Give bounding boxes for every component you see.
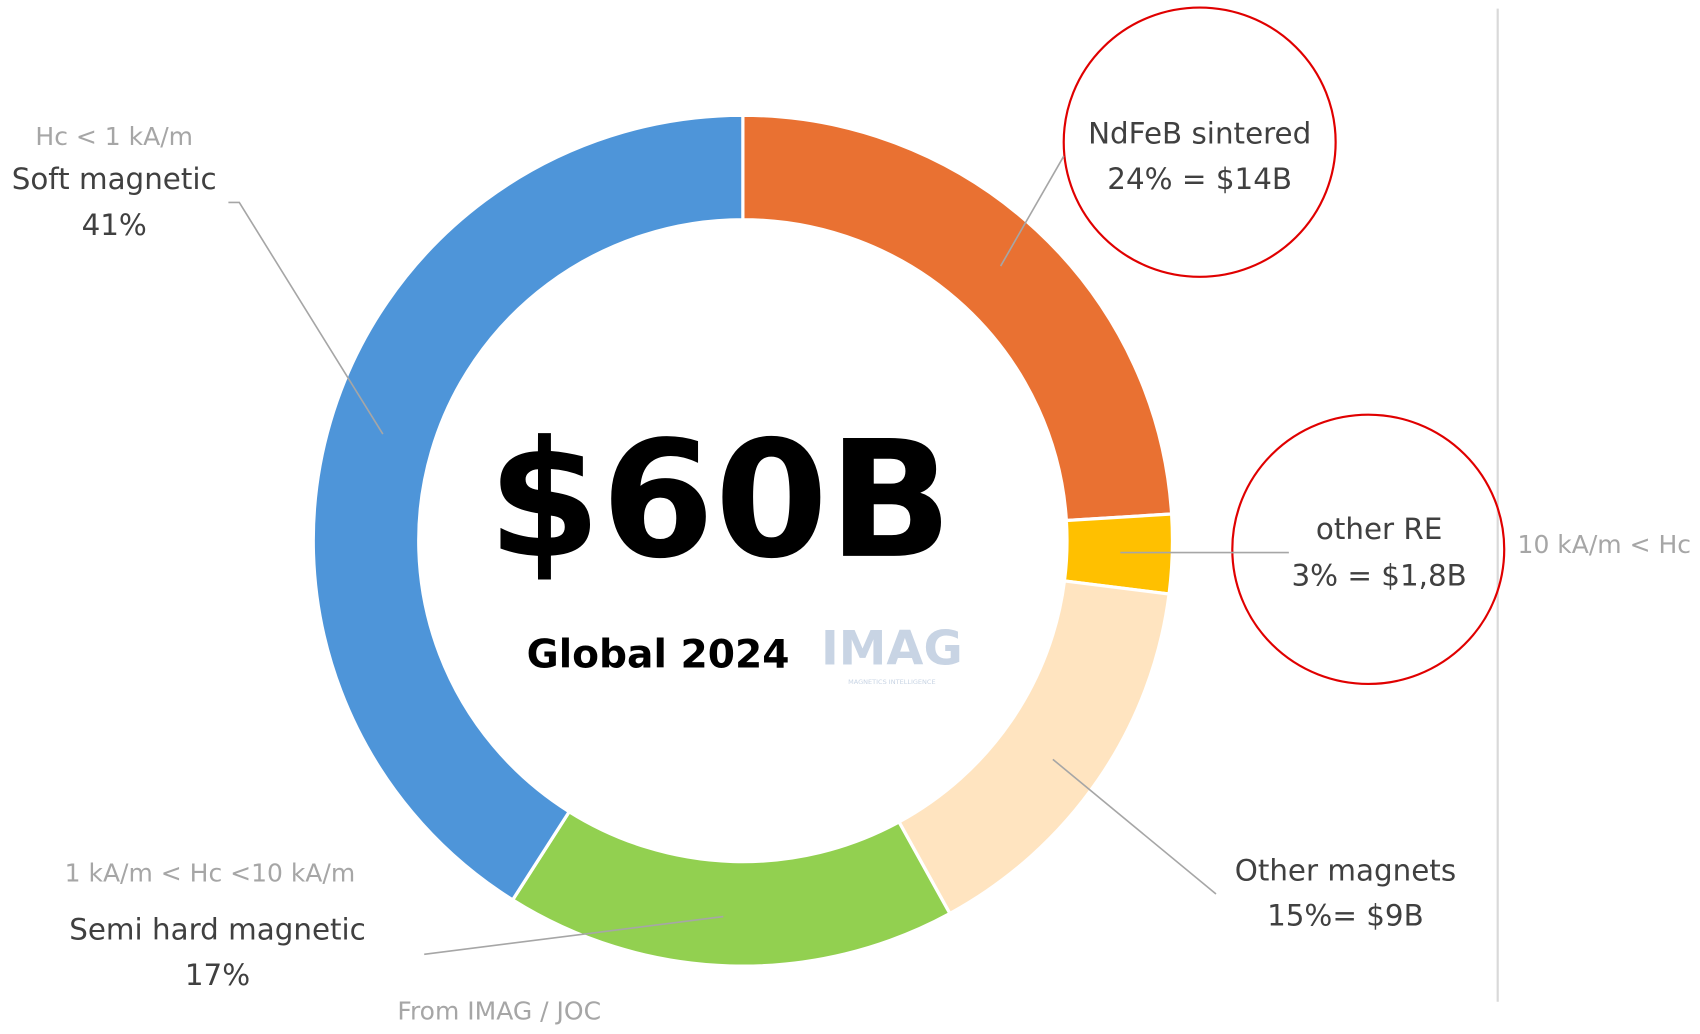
category-label: other RE bbox=[1316, 512, 1443, 546]
donut-segment bbox=[311, 113, 745, 903]
annotation: Hc < 1 kA/m bbox=[35, 122, 193, 151]
logo: IMAG bbox=[821, 622, 963, 677]
annotation: 10 kA/m < Hc bbox=[1518, 530, 1691, 559]
category-label: Other magnets bbox=[1235, 854, 1456, 888]
donut-segment bbox=[510, 809, 953, 968]
category-label: Semi hard magnetic bbox=[69, 913, 366, 947]
leader-line bbox=[1052, 758, 1217, 895]
annotation: 1 kA/m < Hc <10 kA/m bbox=[65, 859, 356, 888]
logo-tagline: MAGNETICS INTELLIGENCE bbox=[848, 678, 935, 686]
value-label: 3% = $1,8B bbox=[1291, 558, 1466, 592]
value-label: 17% bbox=[185, 958, 250, 992]
center-subtitle: Global 2024 bbox=[527, 633, 790, 678]
value-label: 24% = $14B bbox=[1107, 162, 1292, 196]
annotation: From IMAG / JOC bbox=[397, 997, 601, 1026]
leader-line bbox=[424, 915, 724, 956]
value-label: 41% bbox=[82, 208, 147, 242]
leader-line bbox=[228, 201, 384, 435]
highlight-circle bbox=[1062, 6, 1337, 278]
category-label: NdFeB sintered bbox=[1088, 117, 1311, 151]
center-title: $60B bbox=[488, 407, 953, 595]
donut-segment bbox=[741, 113, 1174, 523]
leader-line bbox=[999, 155, 1065, 267]
category-label: Soft magnetic bbox=[12, 162, 217, 196]
highlight-circle bbox=[1231, 413, 1506, 686]
value-label: 15%= $9B bbox=[1267, 899, 1424, 933]
